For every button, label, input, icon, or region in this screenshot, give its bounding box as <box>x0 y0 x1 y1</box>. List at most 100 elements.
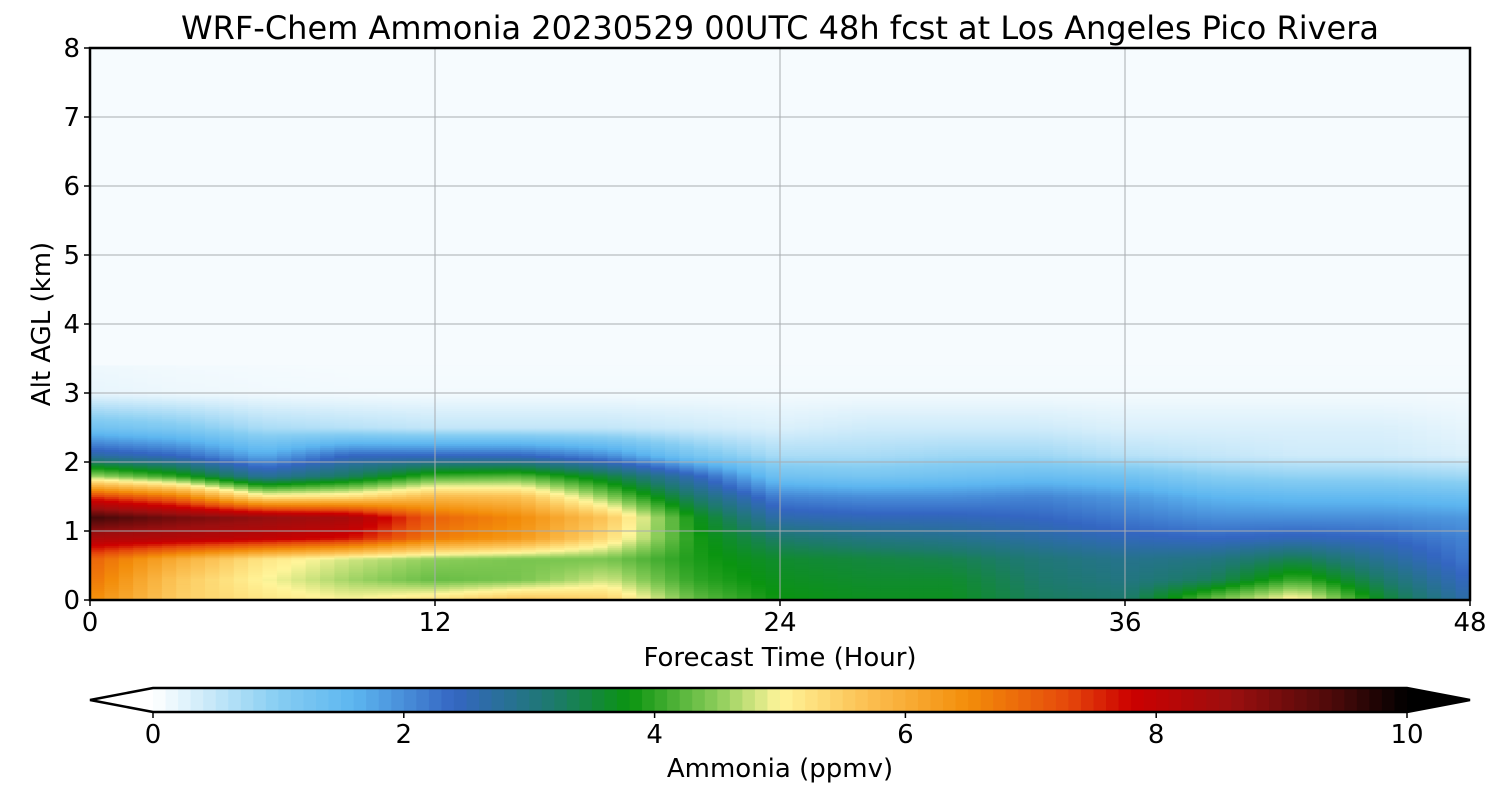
heat-cell <box>205 592 220 595</box>
heat-cell <box>1182 580 1198 583</box>
heat-cell <box>478 590 494 593</box>
heat-cell <box>104 588 120 591</box>
heat-cell <box>377 582 393 585</box>
heat-cell <box>1340 590 1356 593</box>
heat-cell <box>593 580 609 583</box>
heat-cell <box>305 584 321 587</box>
heat-cell <box>320 594 335 597</box>
heat-cell <box>665 596 680 599</box>
heat-cell <box>923 584 939 587</box>
heat-cell <box>578 578 594 582</box>
heat-cell <box>391 594 407 597</box>
heat-cell <box>578 582 594 585</box>
heat-cell <box>521 578 537 582</box>
heat-cell <box>607 596 623 599</box>
heat-cell <box>578 590 594 593</box>
heat-cell <box>780 594 795 597</box>
heat-cell <box>851 582 867 585</box>
heat-cell <box>837 586 853 589</box>
heat-cell <box>981 596 997 599</box>
heat-cell <box>1254 584 1270 587</box>
heat-cell <box>995 592 1011 595</box>
heat-cell <box>1182 590 1198 593</box>
heat-cell <box>377 584 393 587</box>
heat-cell <box>363 582 379 585</box>
heat-cell <box>334 578 350 582</box>
heat-cell <box>478 580 494 583</box>
heat-cell <box>1196 578 1212 582</box>
heat-cell <box>751 584 767 587</box>
heat-cell <box>1125 590 1140 593</box>
heat-cell <box>506 592 522 595</box>
heat-cell <box>621 592 637 595</box>
heat-cell <box>133 588 149 591</box>
heat-cell <box>348 594 364 597</box>
heat-cell <box>420 588 436 591</box>
heat-cell <box>564 578 580 582</box>
heat-cell <box>851 584 867 587</box>
heat-cell <box>1038 578 1054 582</box>
heat-cell <box>219 596 235 599</box>
heat-cell <box>391 580 407 583</box>
heat-cell <box>420 596 436 599</box>
heat-cell <box>1081 596 1097 599</box>
heat-cell <box>995 596 1011 599</box>
heat-cell <box>1455 582 1470 585</box>
heat-cell <box>722 586 738 589</box>
heat-cell <box>1455 596 1470 599</box>
heat-cell <box>794 580 810 583</box>
heat-cell <box>1010 584 1025 587</box>
heat-cell <box>219 584 235 587</box>
heat-cell <box>923 596 939 599</box>
heat-cell <box>564 596 580 599</box>
heat-cell <box>391 592 407 595</box>
heat-cell <box>320 580 335 583</box>
heat-cell <box>693 586 709 589</box>
heat-cell <box>1196 582 1212 585</box>
heat-cell <box>1240 588 1255 591</box>
heat-cell <box>334 584 350 587</box>
heat-cell <box>535 578 551 582</box>
heat-cell <box>780 584 795 587</box>
heat-cell <box>205 580 220 583</box>
heat-cell <box>1426 596 1442 599</box>
heat-cell <box>147 586 163 589</box>
heat-cell <box>305 586 321 589</box>
heat-cell <box>866 594 882 597</box>
heat-cell <box>104 580 120 583</box>
heat-cell <box>334 596 350 599</box>
heat-cell <box>449 586 465 589</box>
heat-cell <box>1369 586 1385 589</box>
heat-cell <box>751 596 767 599</box>
heat-cell <box>981 578 997 582</box>
heat-cell <box>248 586 264 589</box>
heat-cell <box>665 590 680 593</box>
heat-cell <box>320 588 335 591</box>
heat-cell <box>1081 594 1097 597</box>
heat-cell <box>895 594 910 597</box>
heat-cell <box>808 586 824 589</box>
heat-cell <box>219 582 235 585</box>
heat-cell <box>420 586 436 589</box>
heat-cell <box>880 590 896 593</box>
heat-cell <box>636 594 652 597</box>
heat-cell <box>636 592 652 595</box>
heat-cell <box>133 592 149 595</box>
heat-cell <box>593 592 609 595</box>
heat-cell <box>851 590 867 593</box>
heat-cell <box>966 594 982 597</box>
heat-cell <box>1340 578 1356 582</box>
heat-cell <box>722 596 738 599</box>
heat-cell <box>1383 590 1399 593</box>
heat-cell <box>665 580 680 583</box>
heat-cell <box>851 592 867 595</box>
heat-cell <box>1125 586 1140 589</box>
heat-cell <box>161 596 177 599</box>
heat-cell <box>636 588 652 591</box>
heat-cell <box>406 588 422 591</box>
heat-cell <box>276 588 292 591</box>
heat-cell <box>1096 590 1112 593</box>
heat-cell <box>334 582 350 585</box>
heat-cell <box>621 594 637 597</box>
